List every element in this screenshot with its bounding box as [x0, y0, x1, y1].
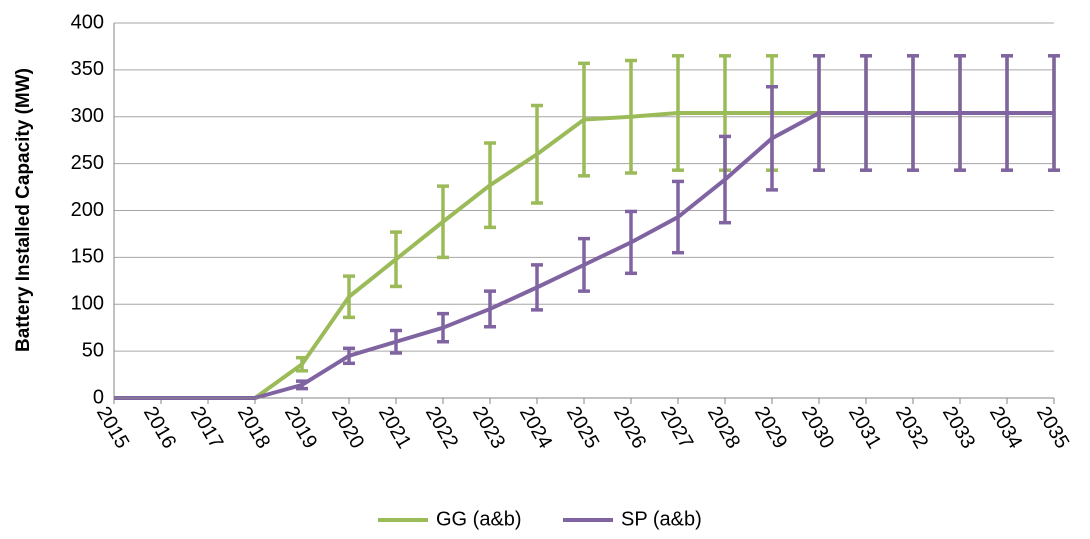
x-tick-label: 2028 — [703, 403, 744, 453]
x-tick-label: 2019 — [280, 403, 321, 453]
error-bar — [578, 236, 590, 293]
y-tick-label: 0 — [93, 386, 104, 408]
error-bar — [578, 61, 590, 178]
error-bar — [860, 54, 872, 172]
error-bar — [1048, 54, 1060, 172]
x-tick-label: 2021 — [374, 403, 415, 453]
y-axis-label: Battery Installed Capacity (MW) — [13, 68, 34, 352]
error-bar — [343, 346, 355, 366]
error-bar — [907, 54, 919, 172]
x-tick-label: 2016 — [139, 403, 180, 453]
x-tick-label: 2024 — [515, 403, 556, 453]
x-tick-label: 2023 — [468, 403, 509, 453]
x-tick-label: 2026 — [609, 403, 650, 453]
y-tick-label: 150 — [71, 246, 104, 268]
error-bar — [719, 134, 731, 225]
x-tick-label: 2030 — [797, 403, 838, 453]
error-bar — [625, 58, 637, 175]
x-tick-label: 2020 — [327, 403, 368, 453]
x-tick-label: 2032 — [891, 403, 932, 453]
y-tick-label: 250 — [71, 152, 104, 174]
x-tick-label: 2031 — [844, 403, 885, 453]
error-bar — [813, 54, 825, 172]
x-tick-label: 2025 — [562, 403, 603, 453]
x-tick-label: 2022 — [421, 403, 462, 453]
legend-label: SP (a&b) — [621, 508, 702, 530]
error-bar — [954, 54, 966, 172]
error-bar — [296, 379, 308, 391]
legend-label: GG (a&b) — [436, 508, 522, 530]
error-bar — [484, 141, 496, 230]
error-bar — [437, 311, 449, 344]
y-tick-label: 300 — [71, 105, 104, 127]
error-bar — [766, 85, 778, 192]
y-tick-label: 50 — [82, 339, 104, 361]
error-bar — [672, 179, 684, 255]
error-bar — [672, 54, 684, 172]
error-bar — [1001, 54, 1013, 172]
x-tick-label: 2015 — [92, 403, 133, 453]
y-tick-label: 200 — [71, 199, 104, 221]
error-bar — [484, 289, 496, 329]
y-tick-label: 400 — [71, 11, 104, 33]
error-bar — [343, 274, 355, 320]
x-tick-label: 2018 — [233, 403, 274, 453]
error-bar — [531, 103, 543, 205]
error-bar — [390, 230, 402, 289]
x-tick-label: 2017 — [186, 403, 227, 453]
x-tick-label: 2034 — [985, 403, 1026, 453]
y-tick-label: 350 — [71, 58, 104, 80]
error-bar — [625, 209, 637, 276]
error-bar — [296, 355, 308, 373]
x-tick-label: 2029 — [750, 403, 791, 453]
x-tick-label: 2035 — [1032, 403, 1073, 453]
error-bar — [390, 328, 402, 355]
y-tick-label: 100 — [71, 293, 104, 315]
x-tick-label: 2027 — [656, 403, 697, 453]
x-tick-label: 2033 — [938, 403, 979, 453]
error-bar — [531, 263, 543, 312]
error-bar — [437, 184, 449, 260]
